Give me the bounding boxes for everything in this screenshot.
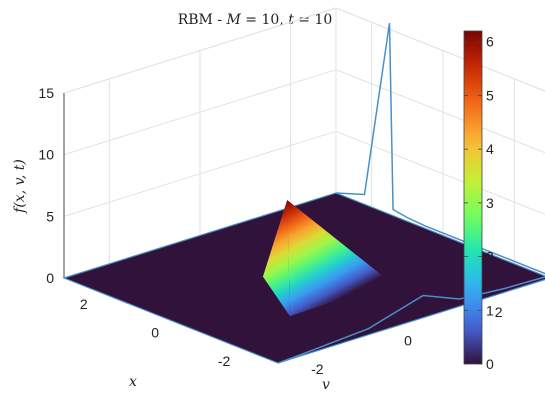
surface-peak	[262, 200, 391, 317]
colorbar-ticks: 0 1 2 3 4 5 6	[464, 34, 494, 372]
grid-line	[63, 7, 337, 94]
axis-grid	[63, 7, 545, 279]
colorbar-tick-label: 3	[486, 195, 494, 211]
x-tick-label: 0	[151, 325, 159, 341]
peak-side-face	[262, 200, 290, 317]
colorbar-tick-label: 5	[486, 87, 494, 103]
peak-front-face	[287, 200, 391, 317]
colorbar-tick-label: 4	[486, 141, 494, 157]
chart-title: RBM - M = 10, t = 10	[178, 12, 333, 28]
y-axis-label: v	[322, 377, 330, 393]
x-tick-label: -2	[218, 353, 231, 369]
z-tick-label: 10	[38, 147, 54, 163]
line-series	[277, 23, 545, 364]
x-tick-label: 2	[80, 296, 88, 312]
y-tick-label: -2	[311, 361, 324, 377]
z-tick-label: 5	[46, 208, 54, 224]
edge-line	[277, 23, 545, 364]
z-tick-label: 0	[46, 270, 54, 286]
colorbar-tick-label: 0	[486, 356, 494, 372]
colorbar-tick-label: 6	[486, 34, 494, 50]
y-tick-label: 2	[495, 304, 503, 320]
y-tick-label: 0	[404, 333, 412, 349]
z-tick-label: 15	[38, 85, 54, 101]
colorbar-tick-label: 1	[486, 302, 494, 318]
colorbar	[463, 30, 483, 365]
z-axis-label: f(x, v, t)	[12, 159, 28, 214]
x-axis-label: x	[129, 374, 137, 390]
grid-line	[335, 7, 545, 92]
grid-line	[335, 69, 545, 154]
colorbar-tick-label: 2	[486, 249, 494, 265]
